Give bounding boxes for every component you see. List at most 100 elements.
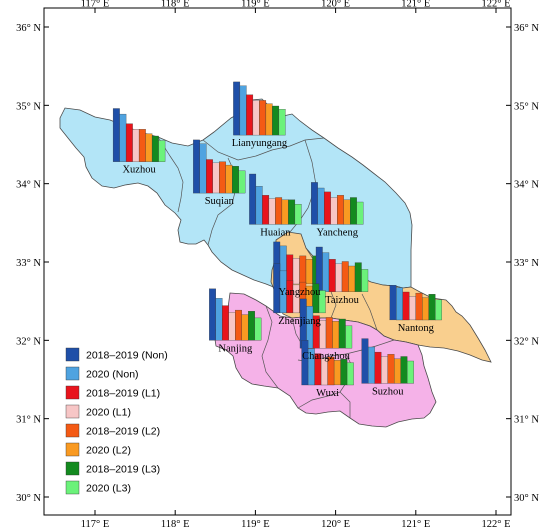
- city-bar: [294, 204, 302, 225]
- lat-tick-label-right: 35° N: [514, 101, 539, 112]
- legend-swatch: [65, 480, 80, 495]
- city-label: Lianyungang: [232, 138, 288, 149]
- city-bar: [317, 187, 325, 225]
- legend-swatch: [65, 461, 80, 476]
- city-bar: [330, 197, 338, 225]
- city-bar: [361, 338, 369, 384]
- legend-swatch: [65, 442, 80, 457]
- city-bar: [400, 356, 408, 384]
- city-bar: [415, 292, 423, 321]
- boundary-taizhou-nantong: [361, 293, 378, 331]
- lat-tick-label-right: 33° N: [514, 258, 539, 269]
- city-bar: [394, 358, 401, 384]
- lon-tick-label-top: 121° E: [401, 0, 430, 9]
- city-label: Wuxi: [316, 388, 339, 399]
- city-bar: [206, 159, 213, 194]
- city-bar: [233, 81, 241, 136]
- city-bar: [132, 129, 140, 162]
- city-label: Xuzhou: [122, 165, 156, 176]
- city-bar: [341, 261, 349, 292]
- city-bar: [318, 290, 326, 314]
- lon-tick-label-bottom: 118° E: [161, 519, 190, 530]
- city-bar: [235, 309, 242, 341]
- lat-tick-label-left: 33° N: [16, 258, 41, 269]
- city-bar: [345, 325, 353, 349]
- city-label: Huaian: [260, 227, 291, 238]
- legend-label: 2018–2019 (L2): [86, 426, 160, 438]
- boundary-lianyungang: [202, 137, 325, 161]
- city-bar: [262, 195, 270, 225]
- lon-tick-label-bottom: 121° E: [401, 519, 430, 530]
- city-bar: [332, 321, 340, 349]
- city-bar: [301, 340, 309, 386]
- city-bar: [248, 311, 255, 341]
- city-bar: [268, 198, 276, 225]
- lon-tick-label-top: 122° E: [482, 0, 511, 9]
- city-bar: [265, 103, 273, 136]
- city-bar: [292, 258, 300, 285]
- lat-tick-label-right: 31° N: [514, 415, 539, 426]
- lon-tick-label-bottom: 120° E: [321, 519, 350, 530]
- city-bar: [343, 199, 351, 225]
- city-bar: [335, 263, 343, 292]
- lat-tick-label-left: 32° N: [16, 336, 41, 347]
- city-bar: [361, 269, 369, 292]
- legend-swatch: [65, 347, 80, 362]
- city-bar: [374, 351, 382, 384]
- lon-tick-label-top: 118° E: [161, 0, 190, 9]
- city-label: Zhenjiang: [278, 316, 321, 327]
- city-bar: [422, 297, 429, 321]
- city-bar: [407, 360, 414, 384]
- city-bar: [278, 109, 286, 136]
- city-label: Taizhou: [325, 295, 359, 306]
- legend-label: 2018–2019 (L1): [86, 388, 160, 400]
- city-bar: [435, 299, 442, 321]
- city-bar: [252, 100, 260, 136]
- city-bar: [324, 191, 331, 225]
- city-bar: [151, 135, 159, 162]
- lon-tick-label-top: 120° E: [321, 0, 350, 9]
- city-label: Changzhou: [302, 351, 351, 362]
- legend-label: 2020 (L3): [86, 483, 131, 495]
- city-label: Nantong: [398, 323, 435, 334]
- boundary-nanjing-zhenjiang: [261, 305, 279, 389]
- city-bar: [381, 356, 388, 384]
- lat-tick-label-right: 34° N: [514, 180, 539, 191]
- city-bar: [348, 265, 356, 292]
- city-label: Yangzhou: [278, 287, 321, 298]
- legend-label: 2018–2019 (L3): [86, 464, 160, 476]
- city-bar: [409, 296, 416, 321]
- legend-label: 2020 (L2): [86, 445, 131, 457]
- city-bar: [272, 105, 280, 136]
- city-bar: [402, 291, 410, 321]
- boundary-xuzhou-suqian: [157, 136, 184, 213]
- city-bar: [209, 288, 216, 341]
- city-bar: [232, 166, 239, 194]
- city-bar: [199, 143, 207, 194]
- axis-ticks: 117° E 117° E 118° E 118° E 119° E 119° E 120°…: [16, 0, 539, 530]
- city-bar: [338, 318, 346, 349]
- city-label: Yancheng: [316, 227, 358, 238]
- lat-tick-label-right: 30° N: [514, 493, 539, 504]
- city-bar: [249, 173, 257, 225]
- city-bar: [246, 94, 254, 136]
- city-bar: [145, 133, 153, 162]
- city-bar: [158, 140, 166, 162]
- city-bar: [333, 360, 341, 386]
- city-bar: [350, 197, 357, 225]
- lat-tick-label-right: 36° N: [514, 23, 539, 34]
- legend: 2018–2019 (Non) 2020 (Non) 2018–2019 (L1) 2…: [65, 347, 168, 495]
- lat-tick-label-right: 32° N: [514, 336, 539, 347]
- city-bar: [346, 362, 354, 386]
- city-bar: [238, 170, 246, 194]
- lon-tick-label-top: 117° E: [81, 0, 110, 9]
- city-bar: [325, 317, 333, 349]
- lon-tick-label-top: 119° E: [241, 0, 270, 9]
- city-bar: [396, 287, 403, 321]
- city-bar: [255, 186, 263, 225]
- city-bar: [241, 314, 249, 341]
- city-bar: [212, 162, 220, 194]
- lat-tick-label-left: 30° N: [16, 493, 41, 504]
- city-bar: [354, 262, 362, 292]
- legend-swatch: [65, 385, 80, 400]
